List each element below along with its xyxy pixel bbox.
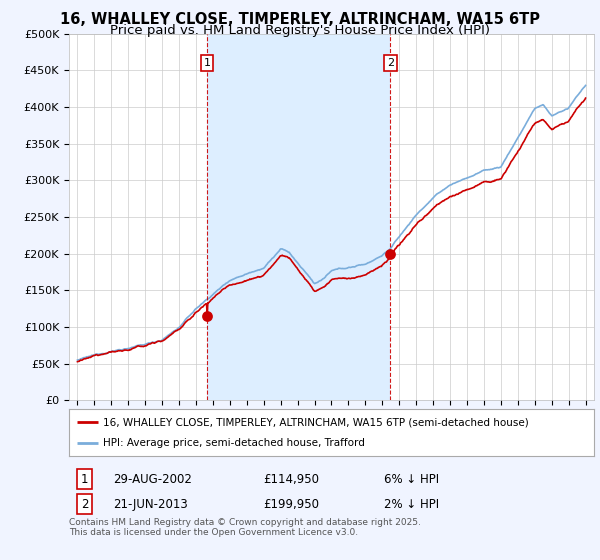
Text: 1: 1 <box>81 473 89 486</box>
Text: 29-AUG-2002: 29-AUG-2002 <box>113 473 193 486</box>
Point <box>385 249 395 258</box>
Point <box>202 311 212 320</box>
Text: 1: 1 <box>203 58 211 68</box>
Text: Contains HM Land Registry data © Crown copyright and database right 2025.
This d: Contains HM Land Registry data © Crown c… <box>69 518 421 537</box>
Text: HPI: Average price, semi-detached house, Trafford: HPI: Average price, semi-detached house,… <box>103 438 365 448</box>
Text: 2% ↓ HPI: 2% ↓ HPI <box>384 498 439 511</box>
Bar <box>207 34 390 400</box>
Text: £199,950: £199,950 <box>263 498 319 511</box>
Text: 2: 2 <box>387 58 394 68</box>
Text: 16, WHALLEY CLOSE, TIMPERLEY, ALTRINCHAM, WA15 6TP: 16, WHALLEY CLOSE, TIMPERLEY, ALTRINCHAM… <box>60 12 540 27</box>
Text: 21-JUN-2013: 21-JUN-2013 <box>113 498 188 511</box>
Text: 6% ↓ HPI: 6% ↓ HPI <box>384 473 439 486</box>
Text: 16, WHALLEY CLOSE, TIMPERLEY, ALTRINCHAM, WA15 6TP (semi-detached house): 16, WHALLEY CLOSE, TIMPERLEY, ALTRINCHAM… <box>103 417 529 427</box>
Text: 2: 2 <box>81 498 89 511</box>
Text: £114,950: £114,950 <box>263 473 319 486</box>
Text: Price paid vs. HM Land Registry's House Price Index (HPI): Price paid vs. HM Land Registry's House … <box>110 24 490 36</box>
